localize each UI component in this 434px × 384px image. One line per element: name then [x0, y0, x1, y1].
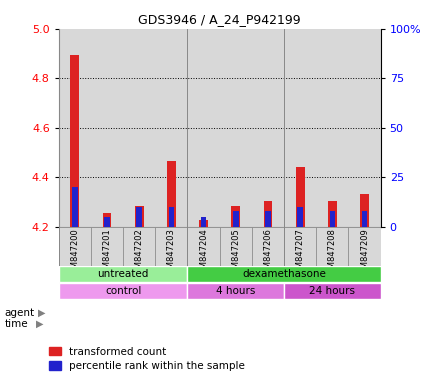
Bar — [348, 29, 380, 227]
Bar — [187, 29, 219, 227]
FancyBboxPatch shape — [219, 227, 251, 266]
Bar — [168, 207, 174, 227]
Text: GSM847202: GSM847202 — [135, 228, 143, 278]
Text: dexamethasone: dexamethasone — [242, 270, 325, 280]
FancyBboxPatch shape — [155, 227, 187, 266]
Title: GDS3946 / A_24_P942199: GDS3946 / A_24_P942199 — [138, 13, 300, 26]
Text: GSM847200: GSM847200 — [70, 228, 79, 278]
Bar — [231, 205, 240, 227]
FancyBboxPatch shape — [91, 227, 123, 266]
Bar — [297, 207, 302, 227]
Bar — [233, 211, 238, 227]
Text: GSM847201: GSM847201 — [102, 228, 111, 278]
FancyBboxPatch shape — [187, 227, 219, 266]
Bar — [123, 29, 155, 227]
Text: agent: agent — [4, 308, 34, 318]
Bar — [199, 220, 207, 227]
Bar — [329, 211, 334, 227]
Bar — [283, 29, 316, 227]
FancyBboxPatch shape — [59, 283, 187, 299]
Text: time: time — [4, 319, 28, 329]
Bar — [135, 205, 143, 227]
Text: GSM847209: GSM847209 — [359, 228, 368, 278]
Text: GSM847208: GSM847208 — [327, 228, 336, 279]
Bar — [263, 200, 272, 227]
FancyBboxPatch shape — [187, 283, 283, 299]
Bar — [72, 187, 77, 227]
Bar — [295, 167, 304, 227]
Bar — [136, 207, 141, 227]
FancyBboxPatch shape — [123, 227, 155, 266]
Bar — [59, 29, 91, 227]
FancyBboxPatch shape — [283, 283, 380, 299]
FancyBboxPatch shape — [59, 227, 91, 266]
Bar — [361, 211, 366, 227]
Bar — [102, 213, 111, 227]
Text: GSM847205: GSM847205 — [231, 228, 240, 278]
Text: GSM847206: GSM847206 — [263, 228, 272, 279]
Bar — [155, 29, 187, 227]
Bar — [251, 29, 283, 227]
Bar — [316, 29, 348, 227]
Text: 4 hours: 4 hours — [216, 286, 255, 296]
Text: ▶: ▶ — [36, 319, 43, 329]
Text: untreated: untreated — [97, 270, 148, 280]
Text: GSM847207: GSM847207 — [295, 228, 304, 279]
Bar — [167, 161, 175, 227]
Bar — [201, 217, 206, 227]
Text: ▶: ▶ — [38, 308, 46, 318]
Text: GSM847203: GSM847203 — [167, 228, 175, 279]
FancyBboxPatch shape — [187, 266, 380, 283]
Bar — [327, 200, 336, 227]
FancyBboxPatch shape — [348, 227, 380, 266]
FancyBboxPatch shape — [316, 227, 348, 266]
Text: control: control — [105, 286, 141, 296]
Legend: transformed count, percentile rank within the sample: transformed count, percentile rank withi… — [44, 343, 249, 375]
Bar — [265, 211, 270, 227]
Bar — [359, 194, 368, 227]
Bar — [91, 29, 123, 227]
Bar — [70, 55, 79, 227]
Text: 24 hours: 24 hours — [309, 286, 355, 296]
Text: GSM847204: GSM847204 — [199, 228, 207, 278]
Bar — [219, 29, 251, 227]
Bar — [104, 217, 109, 227]
FancyBboxPatch shape — [59, 266, 187, 283]
FancyBboxPatch shape — [251, 227, 283, 266]
FancyBboxPatch shape — [283, 227, 316, 266]
